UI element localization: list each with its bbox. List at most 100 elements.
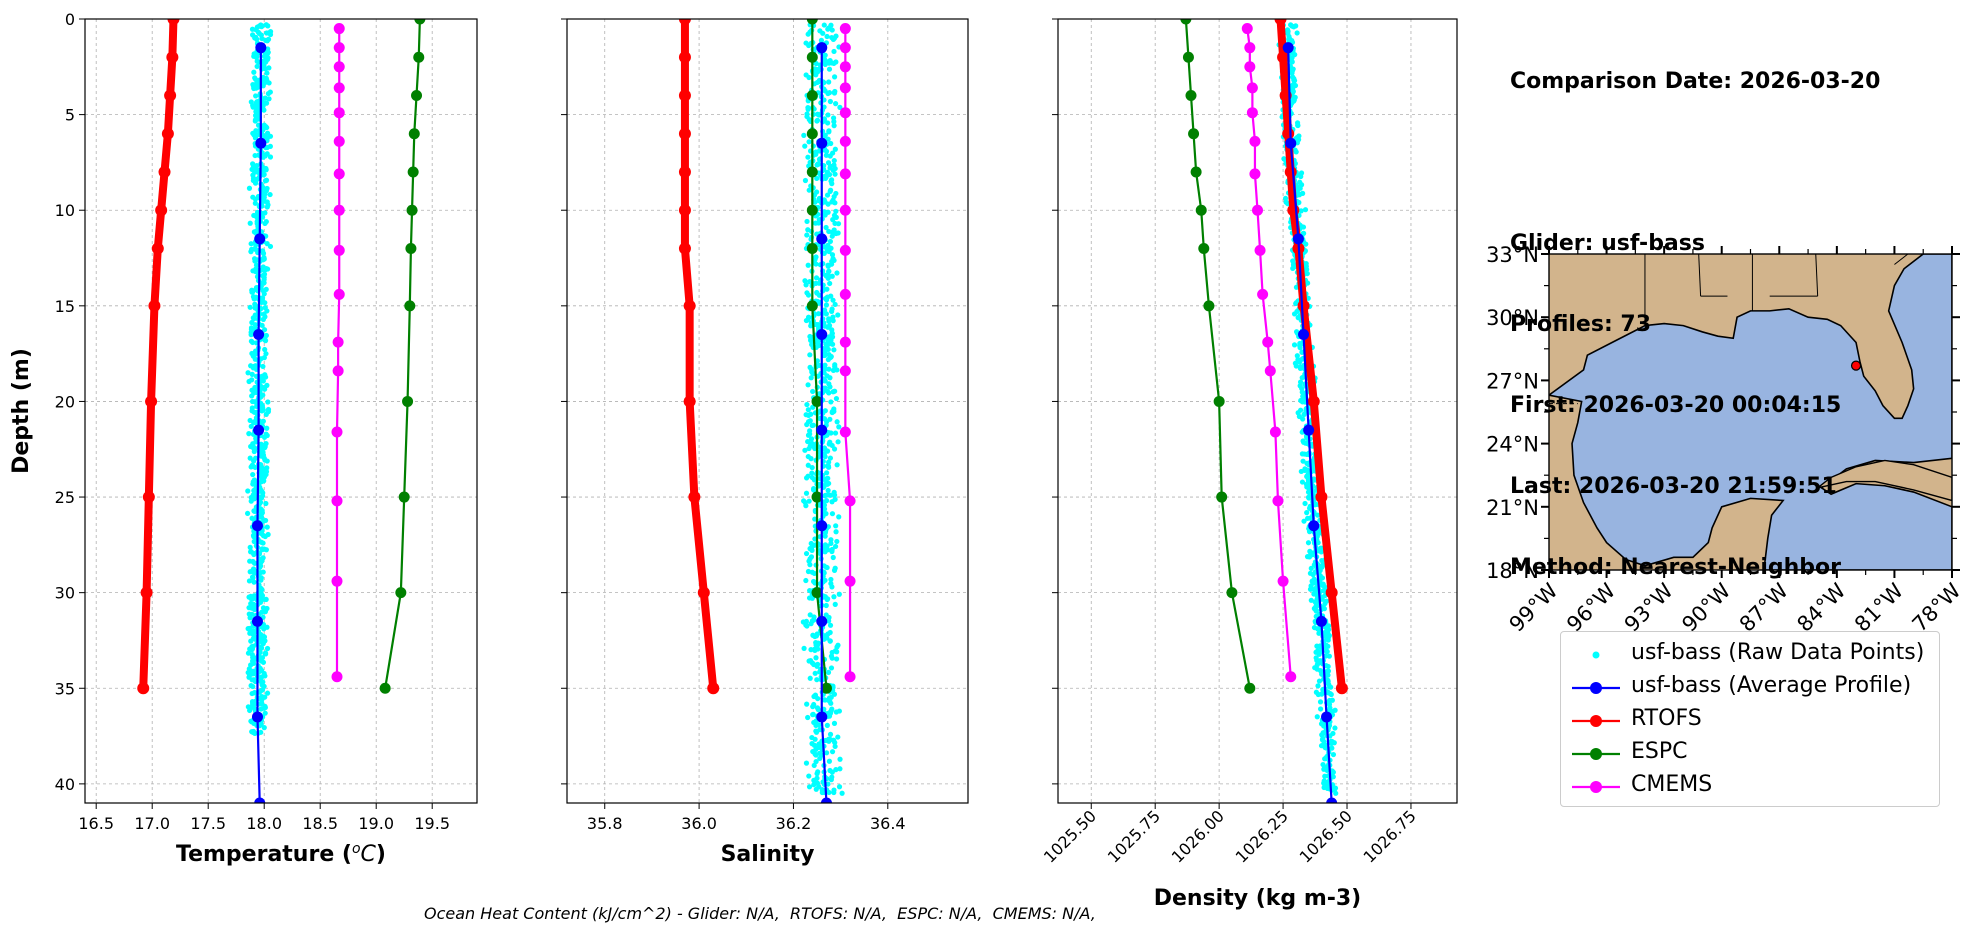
state-border: [1698, 254, 1702, 297]
series-line-rtofs: [680, 19, 718, 689]
raw-data-point: [825, 136, 831, 142]
raw-data-point: [836, 424, 842, 430]
series-point-cmems: [331, 575, 343, 587]
raw-data-point: [813, 254, 819, 260]
series-point-usf-bass-average-profile: [816, 233, 828, 245]
raw-data-point: [807, 333, 813, 340]
series-point-cmems: [333, 168, 345, 180]
legend-label: RTOFS: [1631, 706, 1702, 731]
series-point-cmems: [1264, 365, 1276, 377]
legend-label: usf-bass (Raw Data Points): [1631, 640, 1925, 665]
raw-data-point: [261, 291, 267, 297]
series-point-espc: [806, 51, 818, 63]
lat-tick-label: 24°N: [1486, 433, 1539, 457]
series-point-cmems: [333, 204, 345, 216]
raw-data-point: [1313, 655, 1319, 661]
raw-data-point: [821, 22, 827, 28]
raw-data-point: [261, 474, 268, 480]
last-time: Last: 2026-03-20 21:59:51: [1510, 474, 1837, 499]
raw-data-point: [260, 540, 266, 546]
raw-data-point: [815, 769, 821, 775]
raw-data-point: [831, 227, 837, 233]
plot-area: [137, 19, 426, 803]
raw-data-point: [803, 622, 809, 628]
raw-data-point: [826, 128, 832, 134]
raw-data-point: [250, 471, 256, 478]
raw-data-point: [837, 756, 843, 762]
raw-data-point: [250, 294, 257, 300]
series-point-usf-bass-average-profile: [1308, 520, 1320, 532]
series-point-usf-bass-average-profile: [253, 329, 265, 341]
raw-data-point: [827, 622, 834, 628]
raw-data-point: [262, 651, 268, 657]
raw-data-point: [833, 59, 839, 65]
raw-data-point: [831, 787, 837, 793]
x-tick-label: 36.0: [681, 814, 717, 833]
series-point-cmems: [839, 204, 851, 216]
raw-data-point: [1297, 342, 1303, 349]
raw-data-point: [814, 775, 820, 781]
raw-data-point: [1313, 585, 1319, 591]
raw-data-point: [1316, 678, 1323, 684]
raw-data-point: [249, 319, 255, 326]
raw-data-point: [839, 790, 845, 796]
raw-data-point: [803, 760, 810, 766]
raw-data-point: [1321, 780, 1327, 786]
raw-data-point: [826, 79, 832, 85]
raw-data-point: [1286, 33, 1292, 40]
raw-data-point: [259, 35, 265, 42]
raw-data-point: [249, 246, 255, 252]
raw-data-point: [822, 594, 828, 600]
raw-data-point: [258, 24, 265, 30]
raw-data-point: [826, 464, 832, 470]
raw-data-point: [252, 356, 258, 362]
raw-data-point: [251, 212, 257, 219]
raw-data-point: [823, 302, 830, 308]
raw-data-point: [808, 375, 814, 381]
raw-data-point: [828, 665, 835, 671]
legend-entry: usf-bass (Raw Data Points): [1561, 638, 1939, 670]
raw-data-point: [836, 784, 843, 790]
series-point-espc: [411, 89, 423, 101]
series-point-cmems: [1277, 575, 1289, 587]
raw-data-point: [249, 166, 255, 172]
raw-data-point: [264, 56, 271, 62]
raw-data-point: [259, 609, 265, 615]
raw-data-point: [802, 143, 808, 149]
raw-data-point: [805, 317, 811, 323]
raw-data-point: [1325, 637, 1331, 643]
series-point-cmems: [839, 61, 851, 73]
raw-data-point: [1326, 681, 1332, 688]
raw-data-point: [808, 554, 815, 560]
raw-data-point: [260, 316, 266, 323]
raw-data-point: [836, 591, 842, 597]
series-point-espc: [408, 128, 420, 140]
raw-data-point: [245, 488, 251, 494]
raw-data-point: [262, 386, 268, 392]
raw-data-point: [807, 418, 813, 424]
raw-data-point: [813, 655, 819, 661]
series-point-cmems: [333, 107, 345, 119]
series-point-usf-bass-average-profile: [816, 42, 828, 54]
raw-data-point: [252, 487, 258, 493]
x-tick-label: 17.5: [190, 814, 226, 833]
raw-data-point: [259, 256, 265, 263]
raw-data-point: [802, 499, 808, 506]
series-point-cmems: [331, 495, 343, 507]
raw-data-point: [805, 568, 812, 575]
raw-data-point: [830, 150, 836, 156]
series-point-rtofs: [678, 51, 691, 64]
raw-data-point: [831, 74, 838, 80]
raw-data-point: [835, 734, 841, 740]
raw-data-point: [267, 28, 274, 35]
series-line-cmems: [335, 28, 341, 677]
raw-data-point: [823, 152, 829, 158]
raw-data-point: [262, 304, 268, 311]
raw-data-point: [1329, 697, 1335, 703]
legend-swatch: [1572, 748, 1620, 760]
series-point-usf-bass-average-profile: [816, 424, 828, 436]
raw-data-point: [833, 33, 839, 39]
series-point-espc: [1190, 166, 1202, 178]
raw-data-point: [1314, 662, 1320, 668]
raw-data-point: [250, 102, 256, 109]
